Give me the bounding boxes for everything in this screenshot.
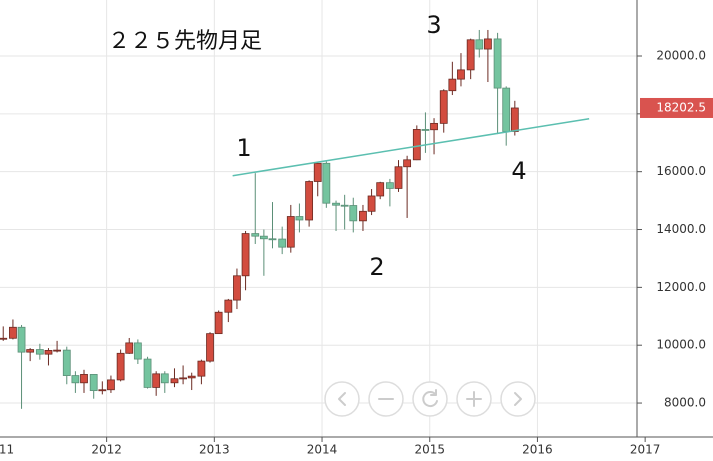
candle-body	[152, 373, 161, 388]
candle-body	[502, 87, 511, 132]
x-tick-label: 2011	[0, 443, 14, 457]
candle-body	[80, 374, 88, 384]
candle-body	[197, 360, 206, 377]
candle-body	[187, 375, 196, 379]
candle-body	[143, 358, 152, 388]
candle-body	[475, 39, 484, 50]
last-price-box	[640, 97, 713, 118]
candle-body	[483, 38, 492, 50]
candle-body	[251, 233, 260, 237]
candle-body	[466, 39, 475, 71]
candle-body	[233, 275, 241, 301]
overlay: 8000.010000.012000.014000.016000.018000.…	[0, 11, 713, 457]
candle-body	[133, 342, 142, 360]
candle-body	[493, 38, 502, 89]
x-tick-label: 2013	[199, 443, 230, 457]
annotation: 4	[511, 157, 526, 185]
candle-body	[349, 205, 358, 222]
candle-body	[367, 195, 376, 212]
candle-body	[259, 235, 268, 240]
candle-body	[457, 69, 465, 80]
candle-body	[206, 333, 214, 362]
candle-body	[385, 182, 394, 189]
candle-body	[448, 78, 457, 92]
candle-body	[44, 350, 53, 355]
x-tick-label: 2015	[414, 443, 445, 457]
y-tick-label: 16000.0	[656, 164, 706, 178]
zoom-out-button[interactable]	[368, 381, 404, 417]
candle-body	[26, 349, 35, 353]
nav-buttons	[324, 381, 536, 417]
x-tick-label: 2016	[522, 443, 553, 457]
candle-body	[439, 90, 448, 124]
candle-body	[9, 326, 17, 339]
y-tick-label: 10000.0	[656, 338, 706, 352]
x-tick-label: 2012	[91, 443, 122, 457]
candle-body	[170, 378, 179, 384]
candle-body	[403, 159, 412, 168]
grid	[0, 0, 637, 437]
candle-body	[332, 202, 340, 206]
candle-body	[107, 379, 115, 391]
last-price-label: 18202.5	[656, 100, 706, 114]
candle-body	[421, 129, 430, 131]
candle-body	[53, 349, 61, 352]
candle-body	[278, 238, 287, 248]
y-tick-label: 20000.0	[656, 48, 706, 62]
scroll-left-button[interactable]	[324, 381, 360, 417]
candle-body	[305, 181, 314, 221]
candle-body	[412, 129, 421, 161]
candle-body	[0, 337, 8, 340]
x-tick-label: 2017	[630, 443, 661, 457]
trend-line	[232, 118, 590, 177]
candle-body	[214, 311, 223, 335]
candle-body	[394, 166, 403, 189]
candle-body	[35, 349, 44, 355]
candle-body	[125, 342, 134, 354]
candle-body	[224, 299, 233, 313]
candle-body	[62, 349, 71, 376]
reset-button[interactable]	[412, 381, 448, 417]
candle-body	[510, 107, 519, 132]
candle-body	[98, 389, 107, 392]
candle-body	[17, 326, 26, 353]
candle-body	[322, 162, 331, 204]
annotation: 3	[426, 11, 441, 39]
annotation: 1	[236, 134, 251, 162]
candle-body	[179, 377, 187, 380]
scroll-right-button[interactable]	[500, 381, 536, 417]
candle-body	[340, 204, 349, 207]
candle-body	[116, 352, 125, 381]
candle-body	[160, 373, 169, 384]
x-tick-label: 2014	[307, 443, 338, 457]
candle-body	[376, 182, 385, 197]
candle-body	[295, 216, 304, 221]
y-tick-label: 14000.0	[656, 222, 706, 236]
zoom-in-button[interactable]	[456, 381, 492, 417]
candle-body	[89, 374, 98, 392]
chart-title: ２２５先物月足	[108, 29, 262, 54]
candle-body	[286, 216, 295, 248]
candle-body	[359, 210, 367, 222]
y-tick-label: 8000.0	[664, 396, 706, 410]
candle-body	[71, 375, 80, 384]
annotation: 2	[369, 253, 384, 281]
candles	[0, 29, 590, 409]
candle-body	[268, 238, 277, 241]
candle-body	[430, 122, 438, 131]
candle-body	[241, 233, 250, 277]
candle-body	[313, 162, 322, 182]
y-tick-label: 12000.0	[656, 280, 706, 294]
